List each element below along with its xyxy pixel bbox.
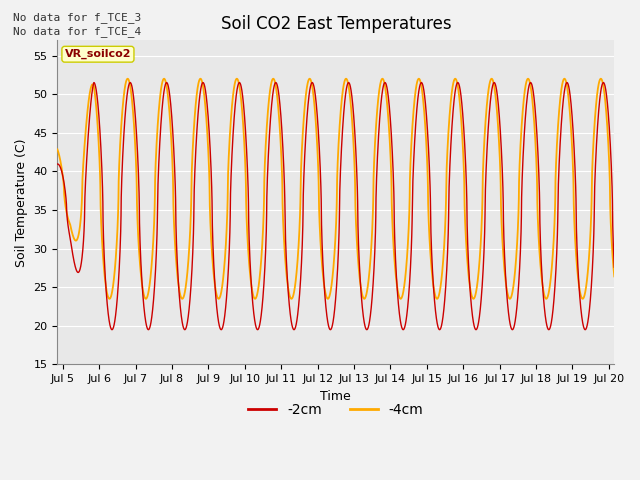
Text: VR_soilco2: VR_soilco2 [65,49,131,60]
Text: No data for f_TCE_4: No data for f_TCE_4 [13,26,141,37]
Y-axis label: Soil Temperature (C): Soil Temperature (C) [15,138,28,266]
X-axis label: Time: Time [321,390,351,403]
Title: Soil CO2 East Temperatures: Soil CO2 East Temperatures [221,15,451,33]
Legend: -2cm, -4cm: -2cm, -4cm [243,397,429,422]
Text: No data for f_TCE_3: No data for f_TCE_3 [13,12,141,23]
